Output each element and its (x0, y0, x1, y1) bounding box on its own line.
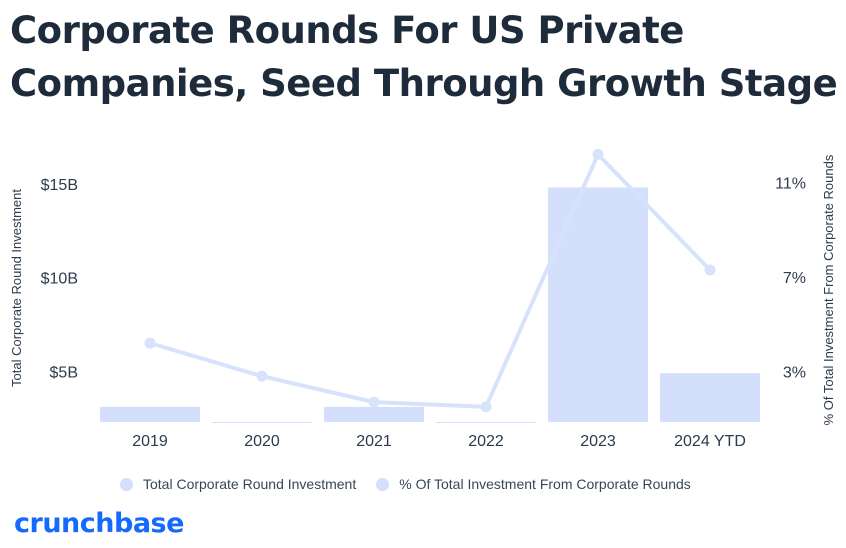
legend-swatch-investment (120, 477, 133, 491)
legend-item-percent[interactable]: % Of Total Investment From Corporate Rou… (376, 476, 691, 492)
right-tick-label: 3% (783, 364, 806, 381)
line-point (480, 401, 492, 413)
legend-swatch-percent (376, 477, 390, 491)
x-tick-label: 2020 (244, 433, 280, 450)
bar (212, 422, 312, 423)
line-path (149, 152, 712, 409)
line-point (368, 396, 380, 408)
bar (548, 187, 648, 422)
bar (100, 406, 200, 422)
bar (324, 406, 424, 422)
legend: Total Corporate Round Investment % Of To… (120, 476, 711, 492)
line-point (592, 148, 604, 160)
left-tick-label: $15B (41, 177, 78, 194)
bar-series (100, 187, 760, 423)
right-axis-title: % Of Total Investment From Corporate Rou… (821, 154, 836, 425)
line-point (144, 337, 156, 349)
bar (660, 373, 760, 422)
bar (436, 422, 536, 423)
x-tick-label: 2021 (356, 433, 392, 450)
right-tick-label: 7% (783, 270, 806, 287)
legend-label-percent: % Of Total Investment From Corporate Rou… (399, 476, 691, 492)
crunchbase-logo[interactable]: crunchbase (14, 508, 184, 539)
x-axis-labels: 2019 2020 2021 2022 2023 2024 YTD (132, 433, 746, 450)
x-tick-label: 2024 YTD (674, 433, 746, 450)
right-tick-label: 11% (775, 176, 806, 193)
left-tick-label: $10B (41, 271, 78, 288)
left-axis-ticks: $5B $10B $15B (41, 177, 78, 382)
left-tick-label: $5B (50, 364, 78, 381)
line-point (256, 370, 268, 382)
legend-item-investment[interactable]: Total Corporate Round Investment (120, 476, 356, 492)
left-axis-title: Total Corporate Round Investment (9, 189, 24, 387)
x-tick-label: 2022 (468, 433, 504, 450)
page-title: Corporate Rounds For US Private Companie… (10, 9, 838, 105)
line-point (704, 264, 716, 276)
line-series (144, 148, 716, 413)
right-axis-ticks: 3% 7% 11% (775, 176, 806, 382)
x-tick-label: 2019 (132, 433, 168, 450)
x-tick-label: 2023 (580, 433, 616, 450)
legend-label-investment: Total Corporate Round Investment (143, 476, 357, 492)
